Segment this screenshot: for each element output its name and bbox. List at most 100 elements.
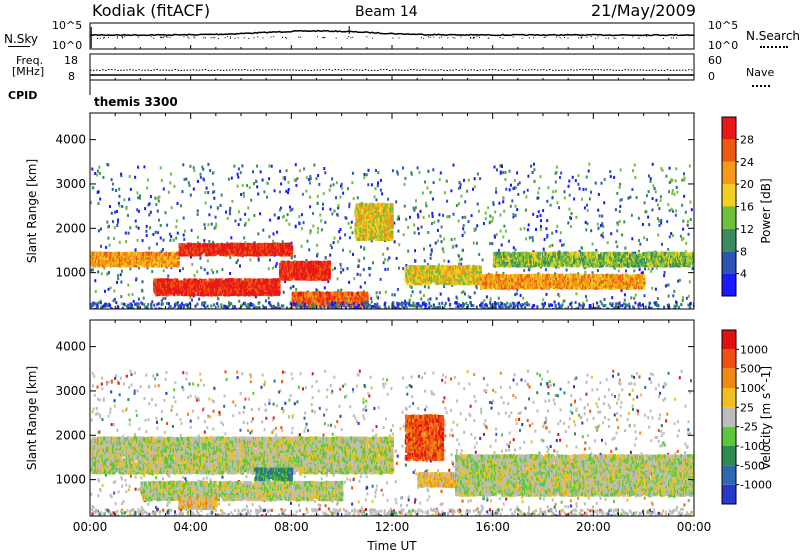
power-echo-cell: [308, 261, 312, 265]
power-noise-cell: [429, 297, 432, 301]
power-noise-cell: [158, 195, 161, 199]
power-noise-cell: [522, 296, 525, 300]
nsearch-dot: [116, 36, 118, 38]
nave-dot: [579, 69, 581, 70]
power-noise-cell: [652, 184, 655, 188]
power-noise-cell: [213, 226, 216, 230]
nave-dot: [642, 69, 645, 71]
nsearch-dot: [183, 36, 185, 38]
power-noise-cell: [225, 210, 227, 214]
power-echo-cell: [306, 277, 309, 281]
power-noise-cell: [169, 181, 172, 185]
power-noise-cell: [590, 229, 593, 233]
power-noise-cell: [377, 171, 380, 175]
power-echo-cell: [215, 292, 219, 297]
power-noise-cell: [191, 263, 194, 266]
power-noise-cell: [413, 231, 416, 235]
power-noise-cell: [312, 224, 315, 228]
power-echo-cell: [250, 286, 254, 291]
nave-dot: [461, 69, 463, 71]
power-noise-cell: [129, 187, 132, 191]
power-noise-cell: [611, 296, 614, 300]
power-noise-cell: [137, 226, 140, 230]
power-noise-cell: [340, 184, 342, 188]
power-noise-cell: [296, 177, 299, 181]
power-noise-cell: [290, 256, 293, 260]
power-echo-cell: [159, 288, 163, 293]
power-noise-cell: [668, 235, 671, 239]
power-noise-cell: [654, 287, 657, 291]
nsearch-dot: [165, 36, 167, 38]
power-noise-cell: [509, 204, 512, 208]
power-noise-cell: [586, 298, 588, 302]
power-noise-cell: [405, 301, 408, 305]
power-noise-cell: [230, 176, 233, 180]
nsky-trace: [89, 26, 695, 48]
power-noise-cell: [373, 195, 376, 199]
power-echo-cell: [239, 278, 243, 283]
power-echo-cell: [490, 283, 493, 288]
power-noise-cell: [94, 172, 97, 175]
power-echo-cell: [417, 265, 420, 270]
power-echo-cell: [168, 288, 171, 293]
power-echo-cell: [275, 290, 279, 295]
nave-dot: [410, 69, 412, 70]
power-noise-cell: [268, 235, 271, 239]
nsearch-dot: [193, 36, 195, 38]
power-noise-cell: [410, 286, 413, 289]
power-echo-cell: [309, 297, 313, 302]
power-noise-cell: [212, 271, 215, 275]
power-echo-cell: [202, 292, 206, 297]
power-echo-cell: [298, 303, 302, 308]
nave-dot: [310, 70, 312, 71]
power-noise-cell: [567, 184, 570, 188]
power-noise-cell: [145, 229, 148, 233]
power-noise-cell: [287, 180, 290, 184]
power-noise-cell: [98, 165, 101, 169]
power-noise-cell: [285, 169, 288, 173]
power-noise-cell: [495, 190, 498, 194]
power-noise-cell: [145, 234, 148, 238]
power-echo-cell: [464, 277, 467, 282]
power-noise-cell: [266, 181, 269, 185]
power-echo-cell: [193, 292, 196, 297]
nsearch-dot: [499, 37, 501, 38]
power-noise-cell: [179, 269, 181, 273]
power-noise-cell: [425, 201, 427, 205]
power-noise-cell: [149, 226, 152, 230]
power-echo-cell: [404, 277, 408, 282]
power-noise-cell: [369, 267, 372, 271]
power-noise-cell: [370, 297, 373, 300]
power-noise-cell: [445, 179, 448, 183]
power-noise-cell: [206, 259, 209, 263]
nave-dot: [238, 69, 240, 71]
power-noise-cell: [533, 162, 535, 166]
power-noise-cell: [588, 197, 591, 201]
power-echo-cell: [230, 278, 234, 283]
power-noise-cell: [301, 192, 304, 196]
nave-dot: [657, 70, 660, 71]
power-noise-cell: [145, 224, 148, 228]
power-echo-cell: [250, 289, 253, 294]
power-noise-cell: [137, 165, 140, 169]
power-echo-cell: [407, 265, 410, 270]
nsearch-dot: [194, 37, 196, 39]
power-echo-cell: [250, 278, 253, 283]
power-echo-cell: [148, 252, 152, 257]
power-noise-cell: [452, 212, 455, 216]
nsearch-dot: [227, 36, 228, 38]
nave-dot: [416, 69, 418, 71]
power-noise-cell: [316, 254, 318, 258]
nave-dot: [364, 69, 367, 70]
power-noise-cell: [175, 225, 178, 229]
nsearch-dot: [108, 36, 109, 38]
power-noise-cell: [641, 271, 644, 275]
nave-dot: [244, 69, 246, 70]
power-noise-cell: [329, 243, 332, 247]
nave-dot: [588, 69, 590, 71]
freq-label-line1: Freq.: [16, 54, 44, 67]
power-echo-cell: [313, 271, 316, 276]
power-echo-cell: [170, 290, 173, 295]
power-noise-cell: [546, 234, 549, 237]
nsearch-dot: [160, 36, 161, 38]
